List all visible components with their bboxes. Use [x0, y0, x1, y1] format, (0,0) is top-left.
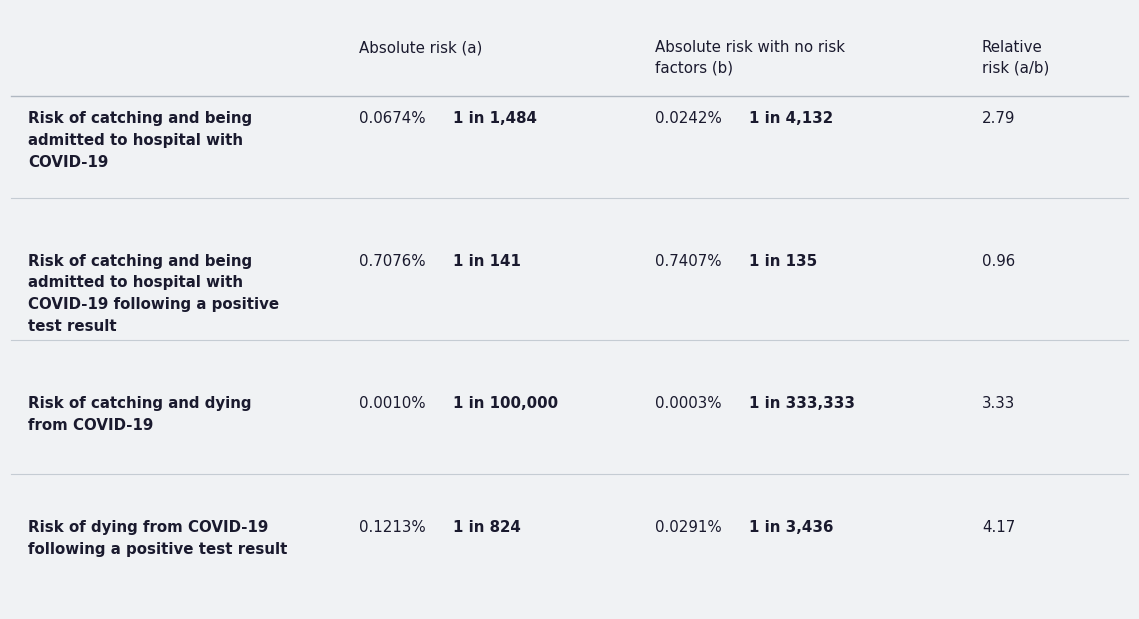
- Text: 1 in 3,436: 1 in 3,436: [749, 520, 834, 535]
- Text: 0.0003%: 0.0003%: [655, 396, 721, 411]
- Text: 1 in 100,000: 1 in 100,000: [453, 396, 558, 411]
- Text: Absolute risk (a): Absolute risk (a): [359, 40, 482, 55]
- Text: 1 in 824: 1 in 824: [453, 520, 522, 535]
- Text: 1 in 333,333: 1 in 333,333: [749, 396, 855, 411]
- Text: 0.0242%: 0.0242%: [655, 111, 722, 126]
- Text: 0.1213%: 0.1213%: [359, 520, 426, 535]
- Text: 3.33: 3.33: [982, 396, 1015, 411]
- Text: Risk of catching and being
admitted to hospital with
COVID-19 following a positi: Risk of catching and being admitted to h…: [28, 254, 279, 334]
- Text: 2.79: 2.79: [982, 111, 1015, 126]
- Text: 1 in 135: 1 in 135: [749, 254, 818, 269]
- Text: 1 in 4,132: 1 in 4,132: [749, 111, 834, 126]
- Text: 0.0674%: 0.0674%: [359, 111, 425, 126]
- Text: Risk of catching and dying
from COVID-19: Risk of catching and dying from COVID-19: [28, 396, 252, 433]
- Text: Absolute risk with no risk
factors (b): Absolute risk with no risk factors (b): [655, 40, 845, 76]
- Text: Risk of catching and being
admitted to hospital with
COVID-19: Risk of catching and being admitted to h…: [28, 111, 253, 170]
- Text: 1 in 141: 1 in 141: [453, 254, 522, 269]
- Text: 4.17: 4.17: [982, 520, 1015, 535]
- Text: 0.7407%: 0.7407%: [655, 254, 721, 269]
- Text: 0.0010%: 0.0010%: [359, 396, 425, 411]
- Text: Relative
risk (a/b): Relative risk (a/b): [982, 40, 1049, 76]
- Text: Risk of dying from COVID-19
following a positive test result: Risk of dying from COVID-19 following a …: [28, 520, 288, 556]
- Text: 0.96: 0.96: [982, 254, 1015, 269]
- Text: 0.0291%: 0.0291%: [655, 520, 722, 535]
- Text: 1 in 1,484: 1 in 1,484: [453, 111, 538, 126]
- Text: 0.7076%: 0.7076%: [359, 254, 425, 269]
